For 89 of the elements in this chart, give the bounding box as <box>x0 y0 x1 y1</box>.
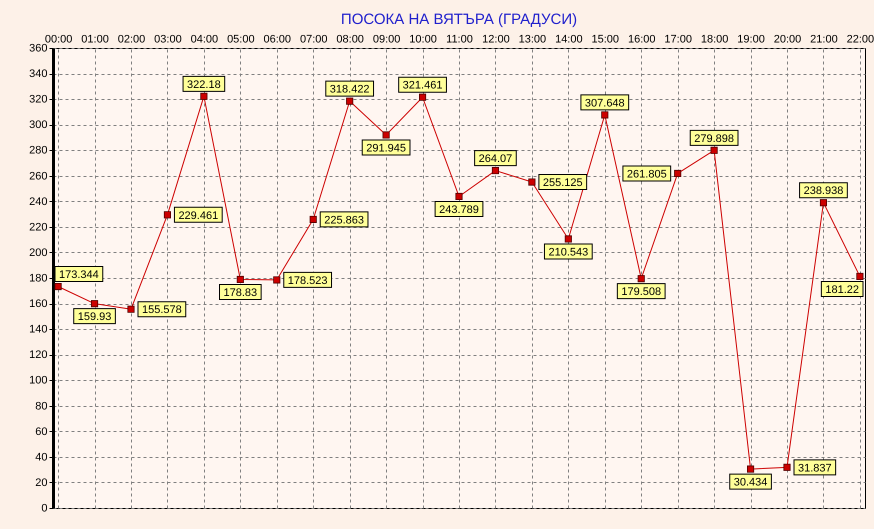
y-tick-label: 240 <box>29 196 48 208</box>
point <box>820 199 828 206</box>
point <box>528 178 536 186</box>
data-label: 307.648 <box>584 97 625 110</box>
data-label: 159.93 <box>78 311 112 324</box>
data-label: 318.422 <box>330 84 370 96</box>
x-tick-label: 15:00 <box>592 34 620 46</box>
x-tick-label: 05:00 <box>227 34 255 46</box>
x-tick-label: 02:00 <box>118 34 146 46</box>
point <box>674 170 682 178</box>
y-tick-label: 80 <box>35 400 48 412</box>
data-label: 291.945 <box>366 142 406 154</box>
point <box>564 235 572 243</box>
x-tick-label: 00:00 <box>44 34 72 46</box>
point <box>638 275 645 282</box>
data-label: 238.938 <box>804 185 844 198</box>
x-tick-label: 16:00 <box>628 34 656 46</box>
x-tick-label: 04:00 <box>190 34 218 46</box>
data-label: 243.789 <box>439 204 479 216</box>
y-tick-label: 0 <box>41 502 48 514</box>
x-tick-label: 22:00 <box>846 34 874 46</box>
point <box>492 167 500 174</box>
point <box>710 146 718 154</box>
y-tick-label: 340 <box>29 68 48 80</box>
x-tick-label: 12:00 <box>482 34 510 46</box>
point <box>418 94 426 101</box>
point <box>601 111 608 118</box>
x-tick-label: 18:00 <box>700 34 728 46</box>
data-label: 229.461 <box>178 210 218 222</box>
y-tick-label: 220 <box>29 221 48 234</box>
point <box>856 272 864 280</box>
data-label: 30.434 <box>734 476 768 489</box>
x-tick-label: 09:00 <box>372 34 400 46</box>
x-tick-label: 01:00 <box>81 34 109 46</box>
y-tick-label: 160 <box>29 298 48 310</box>
point <box>455 192 463 200</box>
y-tick-label: 260 <box>29 170 48 182</box>
data-label: 31.837 <box>798 462 832 474</box>
y-tick-label: 120 <box>29 349 48 362</box>
y-tick-label: 320 <box>29 94 48 106</box>
y-tick-label: 40 <box>35 451 48 464</box>
x-tick-label: 17:00 <box>664 34 692 46</box>
data-label: 181.22 <box>825 284 860 296</box>
data-label: 178.83 <box>224 286 258 299</box>
y-tick-label: 280 <box>29 144 48 157</box>
x-tick-label: 07:00 <box>300 34 328 46</box>
data-label: 155.578 <box>142 304 182 316</box>
x-tick-label: 21:00 <box>810 34 838 46</box>
x-tick-label: 20:00 <box>774 34 802 46</box>
data-label: 173.344 <box>58 269 99 282</box>
point <box>747 466 754 473</box>
x-tick-label: 13:00 <box>518 34 546 46</box>
point <box>310 216 317 223</box>
x-tick-label: 11:00 <box>446 34 473 46</box>
y-tick-label: 300 <box>29 119 48 132</box>
data-label: 279.898 <box>694 132 734 145</box>
data-label: 255.125 <box>542 177 583 190</box>
data-label: 264.07 <box>478 153 512 166</box>
point <box>127 306 135 313</box>
x-tick-label: 10:00 <box>409 34 437 46</box>
data-label: 178.523 <box>288 274 328 287</box>
point <box>54 282 62 290</box>
data-label: 321.461 <box>402 80 442 92</box>
data-label: 210.543 <box>548 246 588 258</box>
data-label: 261.805 <box>626 168 667 180</box>
y-tick-label: 180 <box>29 272 48 284</box>
y-tick-label: 140 <box>29 324 48 336</box>
x-tick-label: 19:00 <box>737 34 765 46</box>
y-tick-label: 100 <box>29 374 48 387</box>
x-tick-label: 08:00 <box>336 34 364 46</box>
point <box>346 98 354 105</box>
point <box>164 211 171 218</box>
y-tick-label: 60 <box>35 426 48 438</box>
x-tick-label: 03:00 <box>154 34 182 46</box>
chart-title: ПОСОКА НА ВЯТЪРА (ГРАДУСИ) <box>340 11 578 28</box>
point <box>382 131 390 139</box>
y-tick-label: 360 <box>29 42 48 54</box>
point <box>90 300 98 308</box>
data-label: 322.18 <box>187 78 221 91</box>
y-tick-label: 200 <box>29 246 48 259</box>
data-label: 179.508 <box>621 286 662 298</box>
point <box>236 276 244 284</box>
data-label: 225.863 <box>324 214 364 226</box>
point <box>783 464 791 471</box>
y-tick-label: 20 <box>35 476 48 489</box>
x-tick-label: 14:00 <box>555 34 583 46</box>
point <box>273 276 280 284</box>
x-tick-label: 06:00 <box>264 34 292 46</box>
point <box>200 92 208 100</box>
